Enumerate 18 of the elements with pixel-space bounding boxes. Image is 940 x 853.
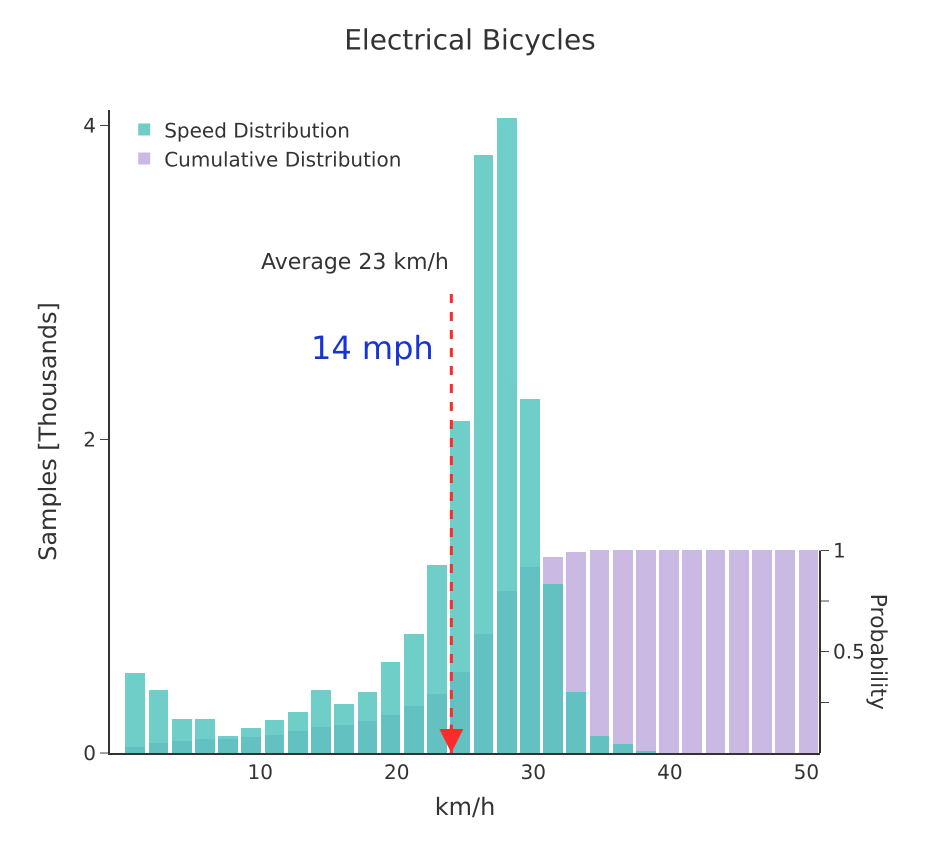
y-tick-label: 4 (83, 114, 96, 138)
y2-axis-title: Probability (864, 594, 890, 710)
legend-label: Cumulative Distribution (164, 147, 402, 172)
y2-tick-label: 1 (833, 538, 846, 562)
chart-title: Electrical Bicycles (344, 23, 596, 56)
y-tick-label: 2 (83, 427, 96, 452)
annotation: 14 mph (311, 329, 434, 367)
x-tick-label: 20 (384, 760, 410, 784)
ref-line-label: Average 23 km/h (261, 250, 449, 275)
x-tick-label: 40 (657, 760, 683, 784)
y2-tick-label: 0.5 (833, 640, 865, 664)
x-axis-title: km/h (434, 792, 496, 821)
x-tick-label: 10 (247, 760, 273, 784)
legend-label: Speed Distribution (164, 118, 350, 142)
x-tick-label: 30 (520, 760, 546, 784)
x-tick-label: 50 (794, 760, 820, 784)
y-axis-title: Samples [Thousands] (34, 302, 62, 561)
y-tick-label: 0 (83, 741, 96, 765)
